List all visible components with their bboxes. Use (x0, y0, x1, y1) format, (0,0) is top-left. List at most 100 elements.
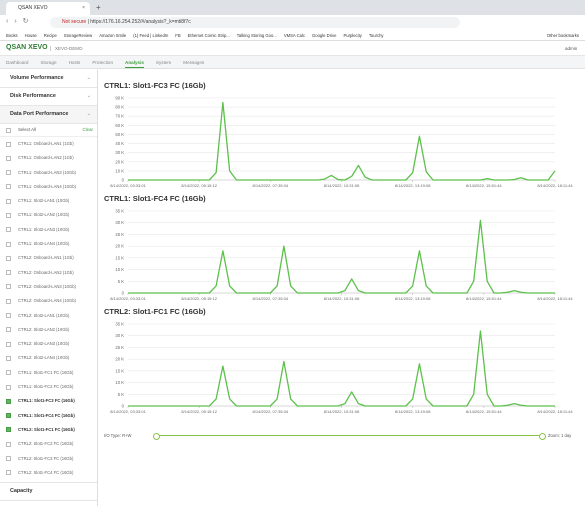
checkbox[interactable] (6, 270, 11, 276)
port-item[interactable]: CTRL1: Slot1-FC1 FC (16Gb) (0, 366, 97, 380)
checkbox[interactable] (6, 212, 11, 218)
checkbox[interactable] (6, 413, 11, 419)
bookmark[interactable]: Amazon Smile (99, 33, 127, 38)
slider-handle[interactable] (153, 432, 160, 440)
nav-tab[interactable]: Messages (183, 60, 205, 65)
port-item[interactable]: CTRL1: Slot1-FC4 FC (16Gb) (0, 409, 97, 423)
port-item[interactable]: CTRL1: Onboard-LAN1 (1Gb) (0, 137, 97, 151)
port-item[interactable]: CTRL1: Onboard-LAN3 (10Gb) (0, 166, 97, 180)
new-tab[interactable]: + (96, 3, 101, 12)
port-label: CTRL2: Slot2-LAN4 (10Gb) (18, 355, 70, 361)
port-item[interactable]: CTRL1: Slot1-FC3 FC (16Gb) (0, 394, 97, 408)
bookmark[interactable]: Tourchy (368, 33, 384, 38)
url-box[interactable]: Not secure | https://176.16.254.252/#/an… (50, 17, 460, 28)
checkbox[interactable] (6, 456, 11, 462)
other-bookmarks[interactable]: Other bookmarks (546, 33, 579, 38)
chart-title: CTRL1: Slot1-FC3 FC (16Gb) (104, 81, 206, 90)
bookmark[interactable]: FB (175, 33, 181, 38)
port-item[interactable]: CTRL2: Slot1-FC2 FC (16Gb) (0, 437, 97, 451)
port-item[interactable]: CTRL1: Slot1-FC2 FC (16Gb) (0, 380, 97, 394)
bookmark[interactable]: Recipe (43, 33, 57, 38)
tab-close[interactable]: × (82, 5, 85, 11)
checkbox[interactable] (6, 313, 11, 319)
port-label: CTRL2: Slot2-LAN1 (10Gb) (18, 312, 70, 318)
port-item[interactable]: CTRL2: Slot1-FC4 FC (16Gb) (0, 466, 97, 480)
sidebar-section[interactable]: Volume Performance ⌄ (0, 70, 97, 88)
bookmark[interactable]: VMSA Calc (283, 33, 305, 38)
port-item[interactable]: CTRL1: Slot2-LAN2 (10Gb) (0, 208, 97, 222)
checkbox[interactable] (6, 327, 11, 333)
nav-buttons[interactable]: ‹›↻ (6, 18, 35, 25)
checkbox[interactable] (6, 370, 11, 376)
checkbox[interactable] (6, 470, 11, 476)
nav-tab[interactable]: Dashboard (6, 60, 29, 65)
y-tick-label: 10 K (115, 267, 124, 272)
io-type[interactable]: I/O Type: R+W (104, 433, 132, 438)
x-tick-label: 8/14/2022, 05:15:12 (181, 409, 217, 414)
bookmark[interactable]: StorageReview (63, 33, 93, 38)
checkbox[interactable] (6, 341, 11, 347)
checkbox[interactable] (6, 141, 11, 147)
sidebar-section[interactable]: Capacity (0, 482, 97, 502)
checkbox[interactable] (6, 227, 11, 233)
clear[interactable]: Clear (82, 127, 94, 132)
charts: CTRL1: Slot1-FC3 FC (16Gb) 0 10 K 20 K 30 K 4… (104, 81, 573, 414)
bookmark[interactable]: Google Drive (312, 33, 337, 38)
user[interactable]: admin (565, 46, 578, 51)
checkbox[interactable] (6, 384, 11, 390)
port-item[interactable]: CTRL1: Onboard-LAN2 (1Gb) (0, 151, 97, 165)
nav-tab[interactable]: Analysis (125, 56, 144, 68)
port-item[interactable]: CTRL2: Onboard-LAN2 (1Gb) (0, 266, 97, 280)
zoom[interactable]: Zoom: 1 day (548, 433, 572, 438)
checkbox[interactable] (6, 184, 11, 190)
y-tick-label: 10 K (115, 168, 124, 173)
sidebar-section[interactable]: Disk Performance ⌄ (0, 88, 97, 106)
port-item[interactable]: CTRL2: Slot2-LAN2 (10Gb) (0, 323, 97, 337)
nav-tab[interactable]: System (155, 60, 172, 65)
checkbox[interactable] (6, 198, 11, 204)
checkbox[interactable] (6, 241, 11, 247)
port-item[interactable]: CTRL1: Slot2-LAN1 (10Gb) (0, 194, 97, 208)
bookmark[interactable]: House (24, 33, 37, 38)
port-item[interactable]: CTRL2: Onboard-LAN1 (1Gb) (0, 251, 97, 265)
nav-tab[interactable]: Storage (40, 60, 57, 65)
chevron[interactable]: ⌄ (86, 93, 91, 99)
chevron[interactable]: ⌄ (86, 75, 91, 81)
y-tick-label: 50 K (115, 132, 124, 137)
chevron[interactable]: ⌄ (86, 111, 91, 117)
nav-tab[interactable]: Hosts (68, 60, 81, 65)
port-item[interactable]: CTRL1: Slot2-LAN4 (10Gb) (0, 237, 97, 251)
checkbox[interactable] (6, 427, 11, 433)
slider-handle[interactable] (539, 432, 546, 440)
port-label: CTRL2: Onboard-LAN4 (10Gb) (18, 298, 76, 304)
checkbox[interactable] (6, 441, 11, 447)
browser-tab[interactable]: QSAN XEVO × (6, 2, 90, 15)
bookmark[interactable]: Talking Storing Goo... (236, 33, 277, 38)
checkbox[interactable] (6, 170, 11, 176)
select-all[interactable]: Select All (18, 127, 37, 132)
bookmark[interactable]: (1) Feed | LinkedIn (133, 33, 169, 38)
sidebar-section[interactable]: Data Port Performance ⌄ (0, 106, 97, 124)
checkbox[interactable] (6, 155, 11, 161)
bookmark[interactable]: Books (6, 33, 18, 38)
checkbox[interactable] (6, 298, 11, 304)
port-item[interactable]: CTRL2: Onboard-LAN4 (10Gb) (0, 294, 97, 308)
checkbox[interactable] (6, 398, 11, 404)
nav-tab[interactable]: Protection (92, 60, 114, 65)
checkbox[interactable] (6, 255, 11, 261)
port-item[interactable]: CTRL1: Onboard-LAN4 (10Gb) (0, 180, 97, 194)
bookmark[interactable]: Purplecity (343, 33, 362, 38)
bookmark[interactable]: Ethernet Comic Strip... (187, 33, 230, 38)
port-item[interactable]: CTRL2: Slot2-LAN4 (10Gb) (0, 351, 97, 365)
port-item[interactable]: CTRL2: Slot1-FC3 FC (16Gb) (0, 452, 97, 466)
port-item[interactable]: CTRL2: Slot2-LAN1 (10Gb) (0, 309, 97, 323)
checkbox[interactable] (6, 355, 11, 361)
brand[interactable]: QSAN XEVO (6, 44, 48, 51)
port-item[interactable]: CTRL2: Onboard-LAN3 (10Gb) (0, 280, 97, 294)
port-item[interactable]: CTRL2: Slot1-FC1 FC (16Gb) (0, 423, 97, 437)
port-item[interactable]: CTRL2: Slot2-LAN3 (10Gb) (0, 337, 97, 351)
checkbox[interactable] (6, 284, 11, 290)
port-item[interactable]: CTRL1: Slot2-LAN3 (10Gb) (0, 223, 97, 237)
time-slider[interactable] (156, 435, 541, 436)
select-all-box[interactable] (6, 127, 11, 133)
